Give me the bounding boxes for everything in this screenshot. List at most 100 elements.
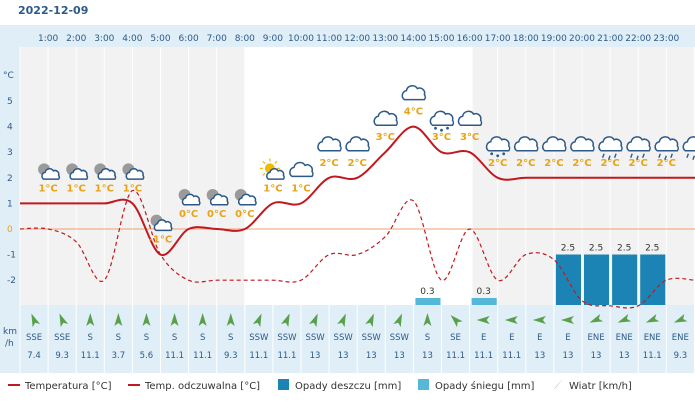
wind-direction: S [144, 333, 149, 343]
precip-label: 0.3 [420, 287, 434, 297]
wind-direction: S [88, 333, 93, 343]
hour-label: 10:00 [288, 34, 314, 44]
wind-arrow-icon [589, 314, 604, 323]
rain-bar [584, 254, 610, 305]
wind-direction: S [116, 333, 121, 343]
y-tick-label: -1 [7, 251, 16, 261]
precip-label: 2.5 [589, 244, 603, 254]
precip-label: 2.5 [561, 244, 575, 254]
rain-bar [555, 254, 581, 305]
temp-label: 1°C [263, 183, 282, 194]
top-axis-panel [20, 25, 695, 47]
wind-speed: 5.6 [140, 351, 154, 361]
hour-label: 11:00 [316, 34, 342, 44]
partly-cloudy-night-icon [66, 163, 89, 180]
wind-arrow-icon [560, 316, 574, 324]
temp-label: 1°C [123, 183, 142, 194]
wind-arrow-icon [198, 313, 207, 326]
wind-speed: 13 [619, 351, 630, 361]
y-tick-label: 0 [7, 225, 13, 235]
temp-label: 1°C [95, 183, 114, 194]
wind-direction: ENE [672, 333, 689, 343]
rain-cloud-icon [654, 136, 679, 161]
wind-arrow-icon [365, 313, 374, 328]
temp-label: -1°C [149, 235, 172, 246]
wind-arrow-icon [673, 314, 688, 323]
wind-direction: ENE [616, 333, 633, 343]
wind-arrow-icon [532, 316, 546, 324]
cloud-icon [317, 136, 342, 152]
y-tick-label: 4 [7, 123, 13, 133]
partly-cloudy-night-icon [234, 189, 257, 206]
wind-direction: S [425, 333, 430, 343]
precip-label: 0.3 [476, 287, 490, 297]
precip-label: 2.5 [617, 244, 631, 254]
wind-unit-top: km [3, 327, 17, 337]
wind-direction: SSW [249, 333, 269, 343]
wind-arrow-icon [423, 313, 432, 326]
rain-bar [612, 254, 638, 305]
temp-label: 1°C [38, 183, 57, 194]
temp-label: 3°C [432, 132, 451, 143]
legend-item [553, 379, 563, 390]
temperature-line [20, 125, 695, 256]
wind-speed: 13 [591, 351, 602, 361]
hour-label: 7:00 [207, 34, 227, 44]
wind-speed: 9.3 [55, 351, 69, 361]
temp-label: 1°C [291, 183, 310, 194]
wind-arrow-icon [617, 314, 632, 323]
hour-label: 12:00 [344, 34, 370, 44]
wind-direction: SE [450, 333, 461, 343]
y-tick-label: -2 [7, 276, 16, 286]
wind-speed: 11.1 [193, 351, 212, 361]
legend-label: Wiatr [km/h] [569, 381, 632, 392]
wind-arrow-icon [504, 316, 518, 324]
wind-speed: 11.1 [643, 351, 662, 361]
partly-sunny-icon [259, 158, 285, 180]
wind-speed: 11.1 [249, 351, 268, 361]
temp-label: 3°C [460, 132, 479, 143]
partly-cloudy-night-icon [206, 189, 229, 206]
wind-direction: S [172, 333, 177, 343]
wind-arrow-icon [59, 313, 69, 328]
wind-speed: 13 [310, 351, 321, 361]
hour-label: 8:00 [235, 34, 255, 44]
legend-label: Temperatura [°C] [24, 381, 112, 392]
wind-direction: SSW [362, 333, 382, 343]
hour-label: 19:00 [541, 34, 567, 44]
wind-arrow-icon [450, 315, 463, 328]
temp-label: 2°C [348, 158, 367, 169]
rain-cloud-icon [598, 136, 623, 161]
legend-panel [0, 373, 695, 408]
cloud-icon [373, 110, 398, 126]
wind-speed: 11.1 [165, 351, 184, 361]
date-title: 2022-12-09 [18, 4, 89, 17]
temp-label: 2°C [572, 158, 591, 169]
wind-arrow-icon [170, 313, 179, 326]
temp-label: 2°C [600, 158, 619, 169]
cloud-icon [401, 85, 427, 101]
legend-item [278, 379, 289, 390]
feels-like-line [19, 189, 695, 309]
wind-direction: ENE [644, 333, 661, 343]
wind-direction: E [481, 333, 486, 343]
snow-bar [415, 298, 441, 305]
hour-label: 20:00 [569, 34, 595, 44]
wind-direction: SSE [26, 333, 42, 343]
hour-label: 21:00 [597, 34, 623, 44]
partly-cloudy-night-icon [94, 163, 117, 180]
wind-direction: S [228, 333, 233, 343]
temp-label: 2°C [544, 158, 563, 169]
partly-cloudy-night-icon [38, 163, 60, 180]
wind-direction: E [537, 333, 542, 343]
legend-item [418, 379, 429, 390]
wind-direction: E [509, 333, 514, 343]
hour-label: 6:00 [178, 34, 198, 44]
snow-bar [471, 298, 497, 305]
cloud-icon [289, 161, 314, 178]
temp-label: 3°C [376, 132, 395, 143]
snow-cloud-icon [429, 110, 455, 132]
temp-label: 2°C [488, 158, 507, 169]
legend-label: Opady śniegu [mm] [435, 380, 535, 392]
